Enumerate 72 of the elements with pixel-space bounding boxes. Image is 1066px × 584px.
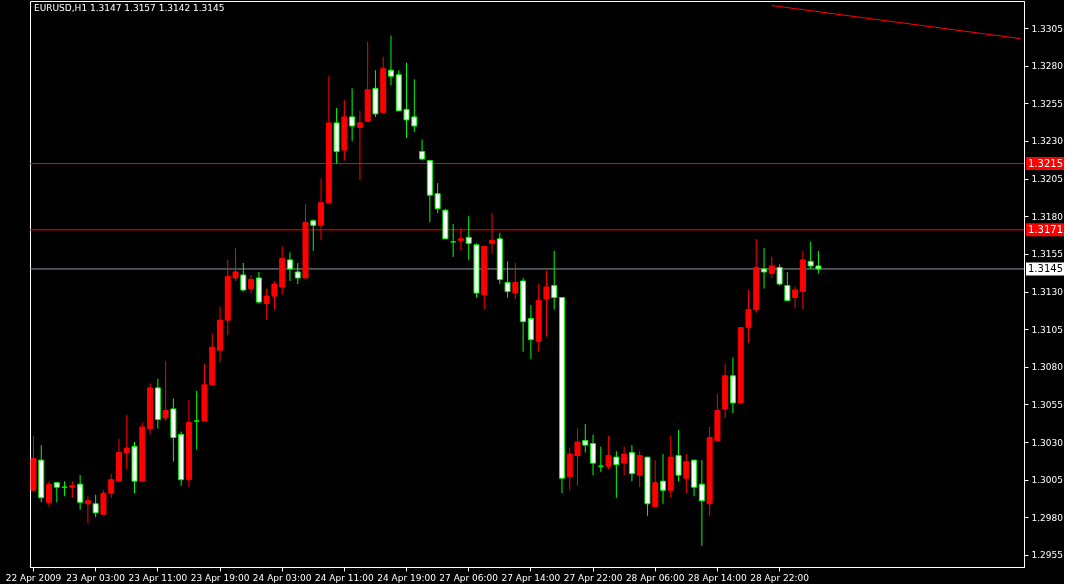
chart-title: EURUSD,H1 1.3147 1.3157 1.3142 1.3145 (34, 3, 225, 13)
x-tick-label: 27 Apr 06:00 (439, 572, 499, 583)
y-tick-label: 1.3280 (1031, 61, 1064, 72)
candlestick (527, 304, 534, 360)
x-tick-label: 24 Apr 11:00 (315, 572, 374, 583)
x-tick-label: 28 Apr 14:00 (688, 572, 748, 583)
candlestick (388, 35, 394, 86)
candlestick (248, 274, 255, 294)
candlestick (621, 446, 628, 476)
y-tick-label: 1.2980 (1031, 512, 1064, 523)
candlestick (419, 138, 426, 162)
candlestick (792, 286, 799, 309)
candlestick (675, 429, 682, 482)
candlestick (660, 453, 666, 505)
y-tick-label: 1.3305 (1031, 23, 1063, 34)
x-tick-label: 23 Apr 03:00 (66, 572, 126, 583)
candlestick (698, 459, 705, 547)
y-tick-label: 1.3080 (1031, 362, 1064, 373)
candlestick (46, 480, 53, 508)
candlestick (310, 218, 317, 252)
candlestick (628, 444, 635, 482)
y-tick-label: 1.3205 (1031, 174, 1063, 185)
candlestick (512, 262, 519, 300)
y-tick-label: 1.3255 (1031, 98, 1063, 109)
candlestick (613, 450, 620, 499)
candlestick (543, 269, 550, 338)
x-tick-label: 27 Apr 14:00 (501, 572, 561, 583)
x-tick-label: 23 Apr 19:00 (190, 572, 250, 583)
x-tick-label: 27 Apr 22:00 (563, 572, 623, 583)
ref-line-label: 1.3145 (1028, 262, 1063, 274)
candlestick (162, 360, 169, 422)
candlestick (597, 446, 604, 473)
ref-line-label: 1.3215 (1028, 157, 1063, 169)
x-tick-label: 28 Apr 06:00 (625, 572, 685, 583)
candlestick (465, 215, 472, 261)
y-tick-label: 1.3005 (1031, 475, 1063, 486)
candlestick (590, 434, 597, 476)
ref-line-label: 1.3171 (1028, 223, 1063, 235)
candlestick (636, 450, 643, 488)
y-tick-label: 1.3055 (1031, 399, 1063, 410)
y-tick-label: 1.2955 (1031, 550, 1063, 561)
candlestick (768, 256, 775, 279)
candlestick (776, 263, 783, 287)
candlestick (504, 260, 511, 299)
candlestick (193, 390, 200, 451)
candlestick (349, 87, 356, 142)
candlestick (92, 494, 99, 518)
candlestick (761, 247, 768, 290)
candlestick (286, 251, 293, 282)
y-tick-label: 1.3030 (1031, 437, 1064, 448)
x-tick-label: 24 Apr 03:00 (252, 572, 312, 583)
x-tick-label: 23 Apr 11:00 (128, 572, 188, 583)
candlestick (123, 414, 130, 470)
candlestick (605, 435, 612, 470)
candlestick (84, 495, 91, 524)
y-tick-label: 1.3180 (1031, 211, 1064, 222)
candlestick (784, 271, 791, 302)
candlestick (53, 482, 60, 503)
candlestick (77, 474, 84, 511)
x-tick-label: 28 Apr 22:00 (750, 572, 810, 583)
x-tick-label: 22 Apr 2009 (5, 572, 62, 583)
y-tick-label: 1.3155 (1031, 249, 1063, 260)
y-tick-label: 1.3230 (1031, 136, 1064, 147)
x-tick-label: 24 Apr 19:00 (377, 572, 437, 583)
candlestick (294, 262, 301, 285)
y-tick-label: 1.3130 (1031, 287, 1064, 298)
candlestick (582, 423, 589, 454)
candlestick (551, 250, 558, 311)
candlestick (450, 223, 457, 258)
candlestick (683, 453, 690, 494)
y-tick-label: 1.3105 (1031, 324, 1063, 335)
candlestick (240, 262, 247, 293)
